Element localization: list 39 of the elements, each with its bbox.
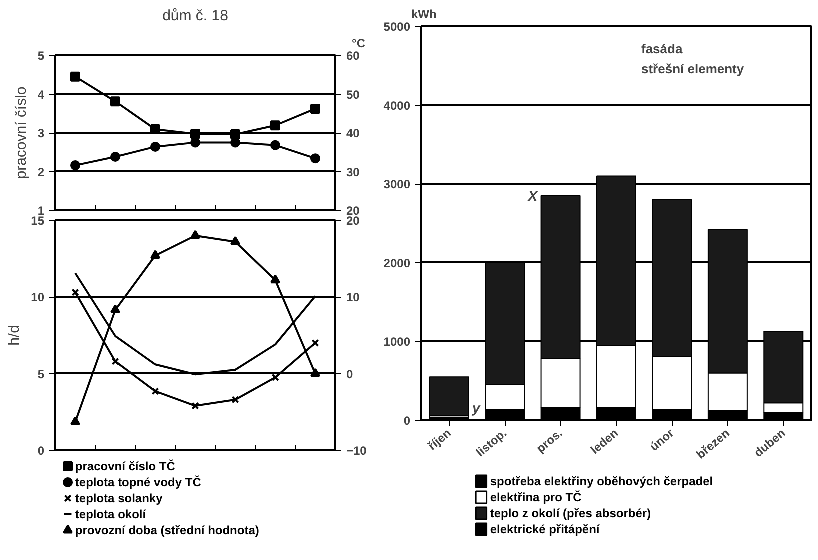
annotation: fasáda (642, 42, 684, 56)
y-tick-label: 3000 (384, 178, 411, 192)
legend-label: teplota okolí (75, 508, 147, 522)
y2-tick-label: 40 (346, 126, 360, 140)
legend-label: teplota topné vody TČ (75, 476, 202, 490)
y-tick-label: 5 (38, 367, 45, 382)
y-tick-label: 2000 (384, 256, 411, 270)
y-tick-label: 0 (38, 444, 45, 458)
y2-tick-label: 10 (346, 290, 360, 305)
y2-axis-title: °C (352, 36, 366, 50)
y-axis-title: h/d (6, 325, 24, 346)
y-tick-label: 0 (404, 414, 411, 428)
y2-tick-label: −10 (346, 444, 368, 458)
y-axis-title: kWh (412, 8, 437, 22)
chart-title: dům č. 18 (162, 8, 228, 24)
legend-label: spotřeba elektřiny oběhových čerpadel (490, 474, 714, 488)
legend-label: elektrické přitápění (490, 522, 600, 536)
legend-label: elektřina pro TČ (490, 490, 582, 504)
y2-tick-label: 60 (346, 49, 360, 63)
y2-tick-label: 30 (346, 165, 360, 180)
annotation: X (527, 188, 540, 204)
annotation: y (472, 400, 482, 416)
y-tick-label: 5000 (384, 20, 411, 34)
y-axis-title: pracovní číslo (12, 86, 30, 180)
y-tick-label: 2 (38, 165, 45, 180)
x-tick-label: říjen (425, 426, 454, 454)
y2-tick-label: 50 (346, 88, 360, 102)
y-tick-label: 4 (38, 88, 45, 102)
y-tick-label: 5 (38, 49, 45, 63)
legend-label: pracovní číslo TČ (75, 460, 176, 474)
y-tick-label: 1000 (384, 335, 411, 350)
legend-label: teplo z okolí (přes absorbér) (490, 506, 652, 520)
y-tick-label: 10 (31, 290, 45, 305)
annotation: střešní elementy (642, 62, 745, 76)
legend-label: teplota solanky (75, 492, 164, 506)
y2-tick-label: 0 (346, 367, 354, 382)
y-tick-label: 4000 (384, 98, 411, 113)
legend-label: provozní doba (střední hodnota) (75, 524, 260, 538)
y-tick-label: 3 (38, 126, 45, 140)
